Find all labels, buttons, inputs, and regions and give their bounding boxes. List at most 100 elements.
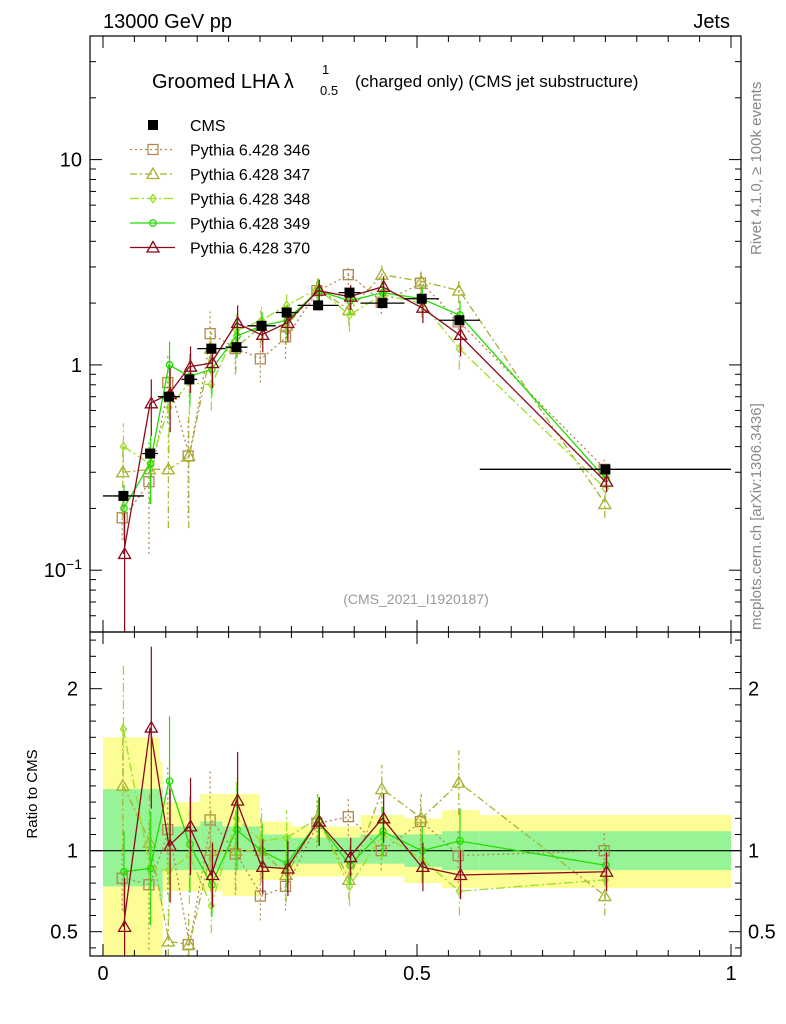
ratio-plot-content [90,646,741,956]
data-point [280,315,296,329]
rivet-version-label: Rivet 4.1.0, ≥ 100k events [748,82,765,255]
legend-marker [149,193,157,204]
cms-point [206,343,217,354]
legend-label: Pythia 6.428 370 [190,241,310,258]
legend-marker [148,120,158,130]
legend-marker [147,143,159,156]
cms-point [344,287,355,298]
data-point [165,402,173,413]
data-point [146,459,155,468]
cms-point [281,307,292,318]
data-point [453,327,468,341]
data-point [451,283,466,296]
data-point [342,269,354,281]
ratio-point [144,720,159,733]
ratio-point [254,890,267,902]
ratio-point [161,934,176,947]
series-line [123,287,606,489]
ratio-point [117,919,132,932]
data-point [230,315,245,329]
legend-label: Pythia 6.428 347 [190,167,310,184]
plot-title-suffix: (charged only) (CMS jet substructure) [355,72,638,91]
data-point [455,343,464,354]
data-point [599,474,614,487]
cms-point [377,298,388,309]
ratio-point [116,872,128,884]
cms-point [256,320,267,331]
ratio-y-tick-label-left: 1 [67,841,78,863]
plot-title-main: Groomed LHA [152,71,280,93]
data-point [144,395,159,409]
data-point [161,462,176,475]
ratio-point [181,937,196,950]
ratio-point [599,864,614,877]
series-cms-data [103,287,731,501]
y-tick-label: 10−1 [44,556,82,582]
ratio-point [456,837,464,845]
ratio-y-tick-label-right: 0.5 [748,922,776,944]
ratio-point [415,859,431,873]
data-point [345,309,354,321]
data-point [117,546,132,560]
series-pythia-6.428-349 [120,279,610,541]
legend-label: Pythia 6.428 348 [190,192,310,209]
ratio-y-tick-label-right: 2 [748,679,759,701]
legend-label: Pythia 6.428 349 [190,216,310,233]
main-plot-content [103,265,731,632]
cms-point [600,464,611,475]
ratio-y-tick-label-right: 1 [748,841,759,863]
legend-marker [145,166,161,180]
ratio-point [115,778,130,792]
x-tick-label: 1 [725,963,736,985]
ratio-point [312,814,327,827]
data-point [376,279,391,292]
legend-item: Pythia 6.428 347 [130,166,310,184]
cms-point [454,315,465,326]
data-point [162,376,174,389]
data-point [181,448,196,462]
legend-item-cms: CMS [148,118,226,135]
x-tick-label: 0 [97,963,108,985]
data-point [597,496,612,510]
ratio-point [119,724,128,735]
series-line [122,273,606,519]
cms-point [313,300,324,311]
plot-title-superscript: 1 [322,62,329,77]
ratio-point [163,838,178,851]
series-pythia-6.428-370 [117,276,614,632]
series-pythia-6.428-347 [115,265,612,529]
plot-title-subscript: 0.5 [320,83,338,98]
ratio-point [453,867,468,881]
series-pythia-6.428-346 [116,265,610,554]
ratio-point [598,845,610,857]
series-line [122,289,606,509]
legend-item: Pythia 6.428 349 [130,216,310,233]
series-line [122,286,606,555]
ratio-point [230,793,245,806]
ratio-point [342,811,354,823]
data-point [312,283,327,296]
ratio-point [597,888,612,902]
ratio-line [122,729,606,908]
cms-point [145,448,156,459]
legend-marker [149,219,157,227]
ratio-point [376,810,391,824]
legend-item: Pythia 6.428 370 [130,240,310,258]
ratio-point [345,881,354,892]
ratio-point [451,775,466,788]
data-point [120,504,128,513]
series-pythia-6.428-348 [119,278,610,505]
ratio-axis-ticks: 0.5 0.5 1 1 2 2 0 0.5 1 [50,632,776,985]
data-point [119,441,128,452]
cms-point [231,342,242,353]
legend-label: CMS [190,118,226,135]
legend-label: Pythia 6.428 346 [190,143,310,160]
data-point [115,464,130,478]
uncertainty-band-inner [159,789,163,900]
legend-item: Pythia 6.428 346 [130,143,310,160]
ratio-point [375,845,387,857]
ratio-point [452,849,464,862]
ratio-line [123,815,606,945]
analysis-tag: (CMS_2021_I1920187) [343,591,489,607]
ratio-point [120,867,128,876]
